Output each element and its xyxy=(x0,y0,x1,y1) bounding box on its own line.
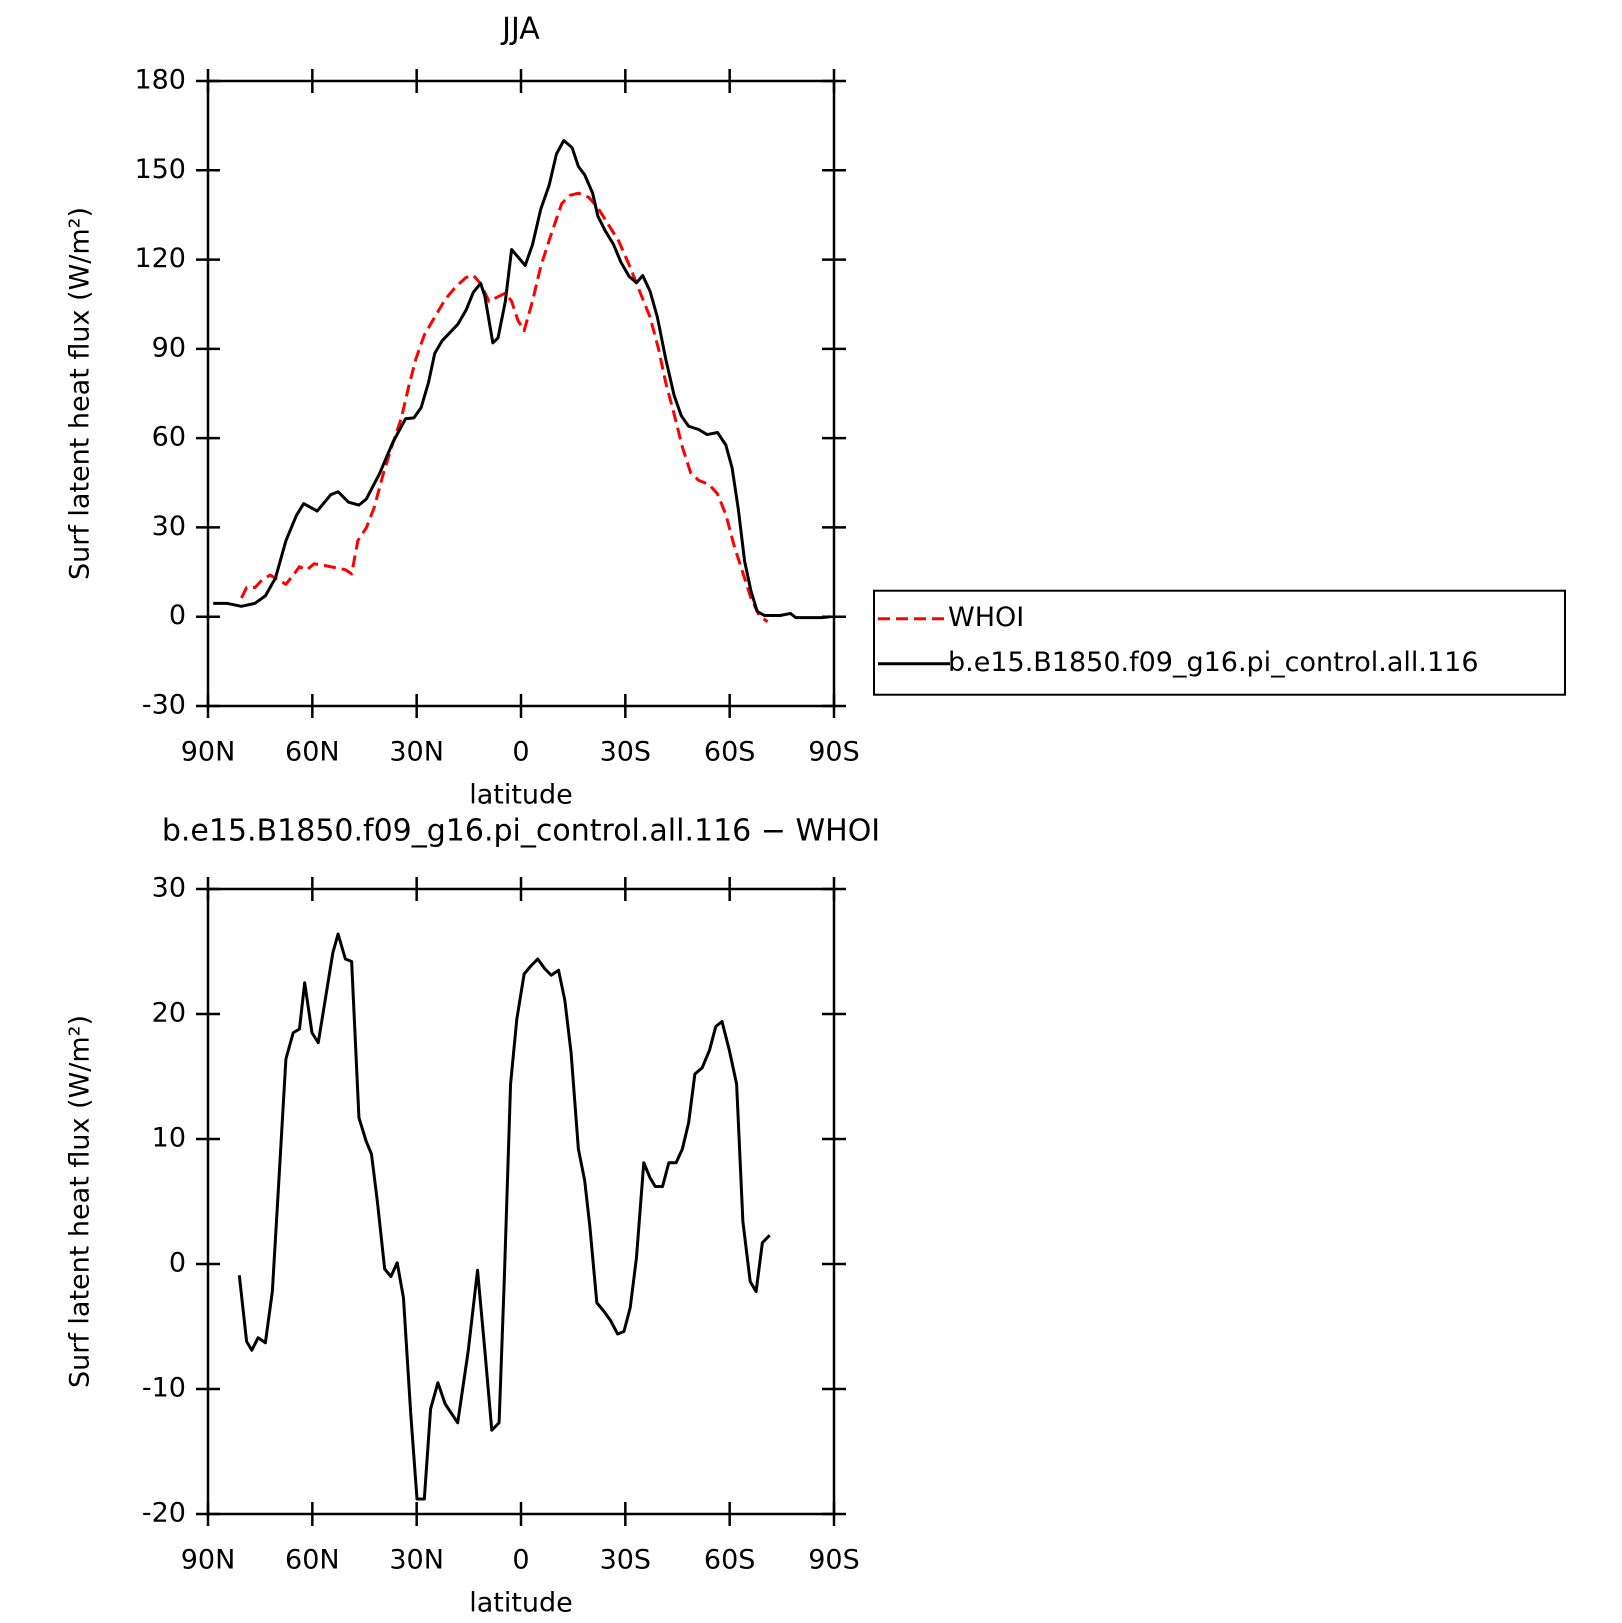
x-tick-label: 90N xyxy=(181,1545,236,1576)
x-tick-label: 90S xyxy=(808,1545,860,1576)
y-tick-label: 30 xyxy=(152,873,186,904)
x-tick-label: 0 xyxy=(512,737,529,768)
legend-label: WHOI xyxy=(948,602,1024,633)
y-tick-label: 180 xyxy=(134,65,186,96)
legend-label: b.e15.B1850.f09_g16.pi_control.all.116 xyxy=(948,647,1479,678)
legend: WHOI b.e15.B1850.f09_g16.pi_control.all.1… xyxy=(873,589,1566,696)
x-tick-label: 60S xyxy=(704,737,756,768)
plot-frame xyxy=(206,887,836,1516)
y-tick-label: 150 xyxy=(134,154,186,185)
y-tick-label: 0 xyxy=(169,1248,186,1279)
legend-box xyxy=(873,589,1566,696)
x-tick-label: 60N xyxy=(285,737,340,768)
y-tick-label: -20 xyxy=(142,1498,186,1529)
y-tick-label: 10 xyxy=(152,1123,186,1154)
y-tick-label: 60 xyxy=(152,422,186,453)
series-line xyxy=(237,932,771,1501)
y-tick-label: 90 xyxy=(152,332,186,363)
x-tick-label: 0 xyxy=(512,1545,529,1576)
plot-frame xyxy=(206,79,836,708)
chart-title: JJA xyxy=(500,12,540,47)
y-tick-label: 30 xyxy=(152,511,186,542)
chart-title: b.e15.B1850.f09_g16.pi_control.all.116 −… xyxy=(162,814,880,849)
x-axis-label: latitude xyxy=(469,1588,573,1619)
y-tick-label: 0 xyxy=(169,600,186,631)
x-tick-label: 60N xyxy=(285,1545,340,1576)
y-tick-label: 20 xyxy=(152,998,186,1029)
y-axis-label: Surf latent heat flux (W/m²) xyxy=(65,207,96,580)
series-line xyxy=(240,191,769,623)
x-tick-label: 30N xyxy=(389,1545,444,1576)
y-tick-label: -10 xyxy=(142,1373,186,1404)
y-tick-label: -30 xyxy=(142,690,186,721)
series-line xyxy=(213,139,830,620)
x-tick-label: 30S xyxy=(600,737,652,768)
x-tick-label: 30S xyxy=(600,1545,652,1576)
x-axis-label: latitude xyxy=(469,780,573,811)
y-axis-label: Surf latent heat flux (W/m²) xyxy=(65,1015,96,1388)
y-tick-label: 120 xyxy=(134,243,186,274)
x-tick-label: 60S xyxy=(704,1545,756,1576)
x-tick-label: 30N xyxy=(389,737,444,768)
x-tick-label: 90S xyxy=(808,737,860,768)
x-tick-label: 90N xyxy=(181,737,236,768)
